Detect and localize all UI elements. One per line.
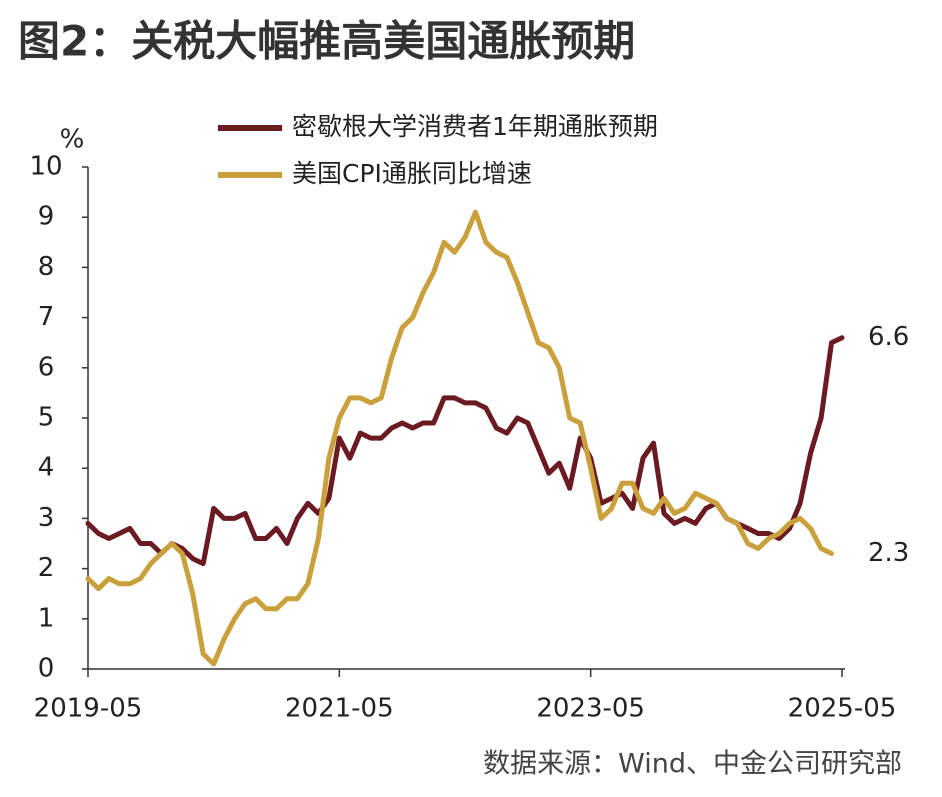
y-tick-label: 6 bbox=[38, 352, 55, 382]
end-value-label: 6.6 bbox=[868, 322, 909, 352]
y-tick-label: 1 bbox=[38, 603, 55, 633]
x-tick-label: 2021-05 bbox=[285, 694, 394, 724]
series-line bbox=[85, 209, 834, 667]
y-tick-label: 8 bbox=[38, 252, 55, 282]
legend-label: 美国CPI通胀同比增速 bbox=[292, 159, 532, 188]
chart-title: 图2：关税大幅推高美国通胀预期 bbox=[18, 17, 635, 66]
y-axis-unit: % bbox=[60, 125, 85, 155]
y-tick-label: 2 bbox=[38, 553, 55, 583]
y-tick-label: 5 bbox=[38, 403, 55, 433]
series-line bbox=[85, 335, 845, 567]
y-tick-label: 7 bbox=[38, 302, 55, 332]
y-tick-label: 0 bbox=[38, 654, 55, 684]
x-tick-label: 2025-05 bbox=[788, 694, 897, 724]
y-tick-label: 4 bbox=[38, 453, 55, 483]
y-tick-label: 3 bbox=[38, 503, 55, 533]
y-tick-label: 10 bbox=[29, 152, 62, 182]
y-tick-label: 9 bbox=[38, 202, 55, 232]
legend-label: 密歇根大学消费者1年期通胀预期 bbox=[292, 112, 658, 141]
end-value-label: 2.3 bbox=[868, 538, 909, 568]
x-tick-label: 2023-05 bbox=[536, 694, 645, 724]
x-tick-label: 2019-05 bbox=[34, 694, 143, 724]
source-note: 数据来源：Wind、中金公司研究部 bbox=[483, 749, 902, 780]
